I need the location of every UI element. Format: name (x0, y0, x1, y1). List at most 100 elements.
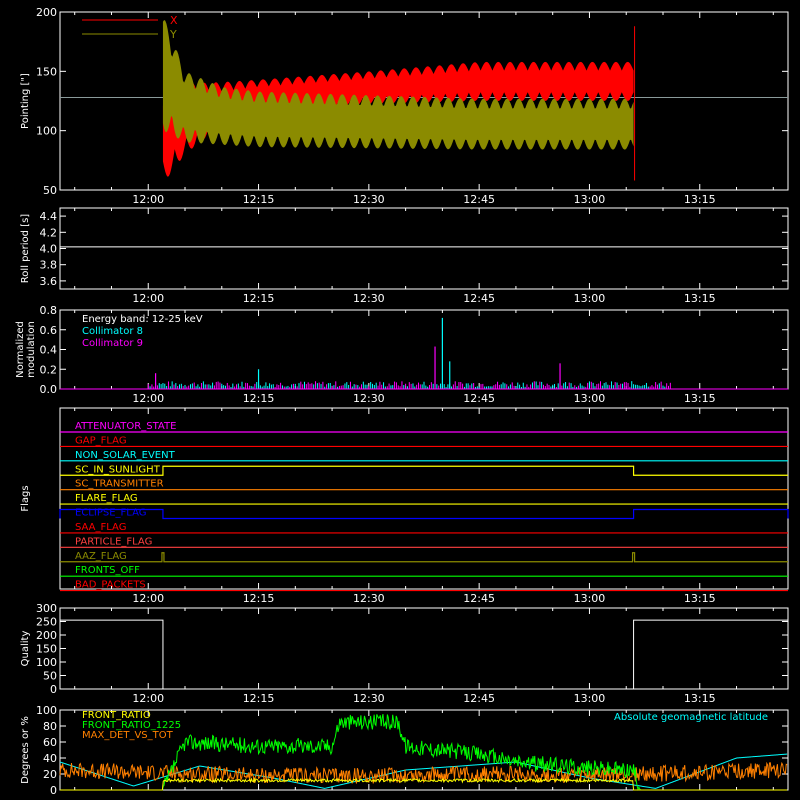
x-tick-label: 12:15 (243, 692, 275, 705)
flag-label: GAP_FLAG (75, 435, 127, 446)
y-tick-label: 0.2 (40, 363, 58, 376)
y-tick-label: 300 (36, 602, 57, 615)
flags-panel: 12:00 12:15 12:30 12:45 13:00 13:15 Flags ATTEN… (20, 407, 789, 605)
legend-label-x: X (170, 14, 178, 27)
x-tick-label: 12:30 (353, 692, 385, 705)
roll-ylabel: Roll period [s] (20, 214, 31, 283)
x-tick-label: 12:15 (243, 592, 275, 605)
ratios-ylabel: Degrees or % (20, 716, 31, 784)
y-tick-label: 0.8 (40, 304, 58, 317)
modulation-ylabel: modulation (26, 321, 37, 378)
ratios-panel: 0 20 40 60 80 100 Degrees or % FRONT_RATIOFRONT… (20, 704, 789, 797)
x-tick-label: 12:45 (463, 392, 495, 405)
y-tick-label: 100 (36, 656, 57, 669)
x-tick-label: 13:00 (574, 692, 606, 705)
pointing-series-y (162, 20, 634, 150)
x-tick-label: 12:45 (463, 193, 495, 206)
y-tick-label: 80 (43, 720, 57, 733)
x-tick-label: 13:15 (684, 692, 716, 705)
x-tick-label: 12:45 (463, 292, 495, 305)
pointing-frame (59, 11, 789, 191)
roll-panel: 12:00 12:15 12:30 12:45 13:00 13:15 3.6 3.8 4.0 4… (20, 207, 789, 305)
flag-label: ATTENUATOR_STATE (75, 421, 176, 432)
y-tick-label: 40 (43, 752, 57, 765)
flag-line-sc-in-sunlight (60, 465, 788, 476)
x-tick-label: 13:00 (574, 392, 606, 405)
x-tick-label: 13:00 (574, 592, 606, 605)
y-tick-label: 3.6 (40, 275, 58, 288)
x-tick-label: 13:15 (684, 292, 716, 305)
pointing-series-x (162, 61, 634, 177)
flag-line-eclipse-flag (59, 508, 789, 520)
y-tick-label: 50 (43, 184, 57, 197)
quality-ylabel: Quality (20, 631, 31, 667)
quality-panel: 12:00 12:15 12:30 12:45 13:00 13:150501001502… (20, 602, 789, 705)
legend-label-ratio: FRONT_RATIO (82, 710, 151, 721)
pointing-panel: 12:00 12:15 12:30 12:45 13:00 13:15 50 100 150 20… (20, 6, 789, 206)
x-tick-label: 13:00 (574, 193, 606, 206)
modulation-annotation: Energy band: 12-25 keV (82, 314, 203, 325)
y-tick-label: 100 (36, 125, 57, 138)
y-tick-label: 4.0 (40, 243, 58, 256)
flag-label: NON_SOLAR_EVENT (75, 450, 176, 461)
x-tick-label: 12:00 (132, 692, 164, 705)
y-tick-label: 250 (36, 616, 57, 629)
flag-label: SC_IN_SUNLIGHT (75, 464, 161, 475)
y-tick-label: 100 (36, 704, 57, 717)
ratios-frame (59, 709, 789, 791)
y-tick-label: 20 (43, 768, 57, 781)
flag-label: FRONTS_OFF (75, 565, 140, 576)
ratios-annotation: Absolute geomagnetic latitude (614, 712, 768, 723)
x-tick-label: 13:15 (684, 592, 716, 605)
y-tick-label: 150 (36, 65, 57, 78)
x-tick-label: 12:00 (132, 592, 164, 605)
flag-label: SAA_FLAG (75, 522, 126, 533)
x-tick-label: 13:15 (684, 193, 716, 206)
x-tick-label: 12:30 (353, 392, 385, 405)
legend-label-ratio: MAX_DET_VS_TOT (82, 730, 174, 741)
flag-label: AAZ_FLAG (75, 551, 127, 562)
x-tick-label: 12:45 (463, 692, 495, 705)
y-tick-label: 4.4 (40, 210, 58, 223)
x-tick-label: 13:15 (684, 392, 716, 405)
y-tick-label: 0.0 (40, 383, 58, 396)
x-tick-label: 12:15 (243, 292, 275, 305)
y-tick-label: 150 (36, 643, 57, 656)
flags-frame (59, 407, 789, 590)
y-tick-label: 200 (36, 6, 57, 19)
flag-label: BAD_PACKETS (75, 580, 146, 591)
x-tick-label: 12:30 (353, 193, 385, 206)
y-tick-label: 60 (43, 736, 57, 749)
x-tick-label: 12:00 (132, 392, 164, 405)
x-tick-label: 12:30 (353, 292, 385, 305)
y-tick-label: 3.8 (40, 259, 58, 272)
pointing-ylabel: Pointing ["] (20, 73, 31, 129)
y-tick-label: 50 (43, 670, 57, 683)
y-tick-label: 0 (50, 784, 57, 797)
y-tick-label: 200 (36, 629, 57, 642)
x-tick-label: 12:45 (463, 592, 495, 605)
flag-line-aaz-flag (60, 552, 788, 563)
x-tick-label: 13:00 (574, 292, 606, 305)
x-tick-label: 12:00 (132, 193, 164, 206)
ratio-line-absolute-geomagnetic-latitude (59, 753, 788, 789)
quality-line (60, 619, 788, 690)
x-tick-label: 12:15 (243, 392, 275, 405)
y-tick-label: 0.6 (40, 324, 58, 337)
x-tick-label: 12:30 (353, 592, 385, 605)
flag-label: PARTICLE_FLAG (75, 536, 152, 547)
legend-label-ratio: FRONT_RATIO_1225 (82, 720, 181, 731)
modulation-panel: 12:00 12:15 12:30 12:45 13:00 13:15 0.0 0.2 0.4 0… (15, 304, 789, 405)
legend-label-collimator: Collimator 8 (82, 326, 143, 337)
legend-label-collimator: Collimator 9 (82, 338, 143, 349)
y-tick-label: 4.2 (40, 226, 58, 239)
flags-ylabel: Flags (20, 485, 31, 511)
x-tick-label: 12:15 (243, 193, 275, 206)
legend-label-y: Y (169, 28, 177, 41)
ratio-line-max-det-vs-tot (59, 761, 788, 785)
flag-label: FLARE_FLAG (75, 493, 138, 504)
flag-label: SC_TRANSMITTER (75, 479, 164, 490)
y-tick-label: 0 (50, 683, 57, 696)
x-tick-label: 12:00 (132, 292, 164, 305)
